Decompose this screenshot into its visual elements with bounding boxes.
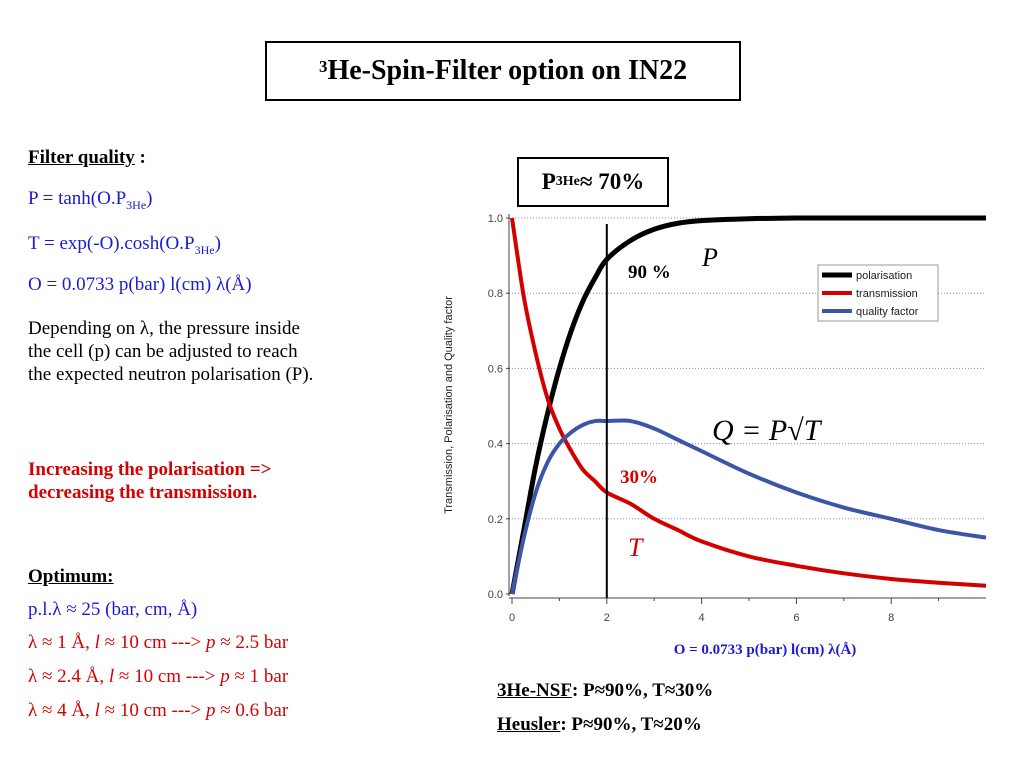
t-eq-sub: 3He bbox=[194, 242, 215, 257]
filter-quality-colon: : bbox=[134, 147, 146, 168]
y-tick-label: 0.8 bbox=[488, 288, 503, 300]
annotation-p-symbol: P bbox=[701, 243, 718, 272]
y-tick-label: 1.0 bbox=[488, 213, 503, 225]
p-eq-post: ) bbox=[146, 188, 153, 209]
opt3-l: l bbox=[108, 666, 115, 687]
depending-line-2: the cell (p) can be adjusted to reach bbox=[28, 341, 298, 362]
optimum-case-3: λ ≈ 4 Å, l ≈ 10 cm ---> p ≈ 0.6 bar bbox=[28, 699, 288, 722]
heusler-note: Heusler: P≈90%, T≈20% bbox=[497, 713, 702, 736]
x-tick-label: 8 bbox=[888, 612, 894, 624]
depending-paragraph: Depending on λ, the pressure inside the … bbox=[28, 317, 313, 386]
nsf-label: 3He-NSF bbox=[497, 680, 572, 701]
optimum-rule: p.l.λ ≈ 25 (bar, cm, Å) bbox=[28, 599, 198, 620]
y-tick-label: 0.6 bbox=[488, 363, 503, 375]
opt4-a: λ ≈ 4 Å, bbox=[28, 700, 95, 721]
p3he-sub: 3He bbox=[555, 174, 580, 189]
o-equation: O = 0.0733 p(bar) l(cm) λ(Å) bbox=[28, 274, 252, 295]
opt3-b: ≈ 10 cm ---> bbox=[114, 666, 221, 687]
legend-label-transmission: transmission bbox=[856, 288, 918, 300]
filter-quality-label: Filter quality bbox=[28, 147, 135, 168]
increasing-line-1: Increasing the polarisation => bbox=[28, 459, 272, 480]
opt3-c: ≈ 1 bar bbox=[229, 666, 289, 687]
title-superscript: 3 bbox=[318, 57, 328, 76]
title-text: He-Spin-Filter option on IN22 bbox=[327, 55, 688, 86]
annotation-q-formula: Q = P√T bbox=[712, 414, 823, 447]
opt2-p: p bbox=[206, 632, 216, 653]
p-equation: P = tanh(O.P3He) bbox=[28, 187, 152, 217]
t-equation: T = exp(-O).cosh(O.P3He) bbox=[28, 232, 221, 262]
nsf-value: : P≈90%, T≈30% bbox=[571, 680, 714, 701]
annotation-p-90: 90 % bbox=[628, 262, 671, 283]
x-axis-label: O = 0.0733 p(bar) l(cm) λ(Å) bbox=[674, 642, 857, 658]
optimum-case-2: λ ≈ 2.4 Å, l ≈ 10 cm ---> p ≈ 1 bar bbox=[28, 665, 288, 688]
opt4-b: ≈ 10 cm ---> bbox=[99, 700, 206, 721]
y-axis-label: Transmission, Polarisation and Quality f… bbox=[443, 296, 455, 514]
y-tick-label: 0.4 bbox=[488, 439, 503, 451]
legend-label-polarisation: polarisation bbox=[856, 270, 912, 282]
opt3-a: λ ≈ 2.4 Å, bbox=[28, 666, 109, 687]
heusler-label: Heusler bbox=[497, 714, 561, 735]
optimum-case-1: λ ≈ 1 Å, l ≈ 10 cm ---> p ≈ 2.5 bar bbox=[28, 631, 288, 654]
annotation-t-symbol: T bbox=[628, 533, 644, 562]
nsf-note: 3He-NSF: P≈90%, T≈30% bbox=[497, 679, 713, 702]
opt3-p: p bbox=[220, 666, 230, 687]
y-tick-label: 0.2 bbox=[488, 514, 503, 526]
slide-title: 3 He-Spin-Filter option on IN22 bbox=[265, 41, 741, 101]
increasing-statement: Increasing the polarisation => decreasin… bbox=[28, 458, 272, 504]
series-quality-factor bbox=[510, 418, 987, 595]
depending-line-1: Depending on λ, the pressure inside bbox=[28, 318, 300, 339]
opt4-l: l bbox=[94, 700, 100, 721]
opt2-a: λ ≈ 1 Å, bbox=[28, 632, 95, 653]
opt4-c: ≈ 0.6 bar bbox=[215, 700, 289, 721]
legend: polarisation transmission quality factor bbox=[817, 264, 939, 322]
x-tick-label: 0 bbox=[509, 612, 515, 624]
t-eq-pre: T = exp(-O).cosh(O.P bbox=[28, 233, 195, 254]
axis-layer: 0.0 0.2 0.4 0.6 0.8 1.0 0 2 4 6 8 bbox=[488, 213, 986, 624]
opt2-b: ≈ 10 cm ---> bbox=[99, 632, 206, 653]
series-transmission bbox=[510, 217, 987, 588]
p3he-box: P 3He ≈ 70% bbox=[517, 157, 669, 207]
p3he-post: ≈ 70% bbox=[579, 169, 645, 194]
annotation-t-30: 30% bbox=[620, 467, 658, 488]
opt2-l: l bbox=[94, 632, 100, 653]
legend-label-quality: quality factor bbox=[856, 306, 919, 318]
y-tick-label: 0.0 bbox=[488, 589, 503, 601]
x-tick-label: 4 bbox=[699, 612, 705, 624]
heusler-value: : P≈90%, T≈20% bbox=[560, 714, 702, 735]
filter-quality-heading: Filter quality : bbox=[28, 146, 146, 169]
increasing-line-2: decreasing the transmission. bbox=[28, 482, 258, 503]
series-layer bbox=[509, 215, 987, 595]
x-tick-label: 6 bbox=[793, 612, 799, 624]
series-polarisation bbox=[509, 215, 986, 595]
p3he-pre: P bbox=[541, 169, 556, 194]
optimum-heading: Optimum: bbox=[28, 566, 114, 587]
opt4-p: p bbox=[206, 700, 216, 721]
depending-line-3: the expected neutron polarisation (P). bbox=[28, 364, 314, 385]
x-tick-label: 2 bbox=[604, 612, 610, 624]
opt2-c: ≈ 2.5 bar bbox=[215, 632, 289, 653]
p-eq-pre: P = tanh(O.P bbox=[28, 188, 127, 209]
p-eq-sub: 3He bbox=[126, 197, 147, 212]
t-eq-post: ) bbox=[214, 233, 221, 254]
